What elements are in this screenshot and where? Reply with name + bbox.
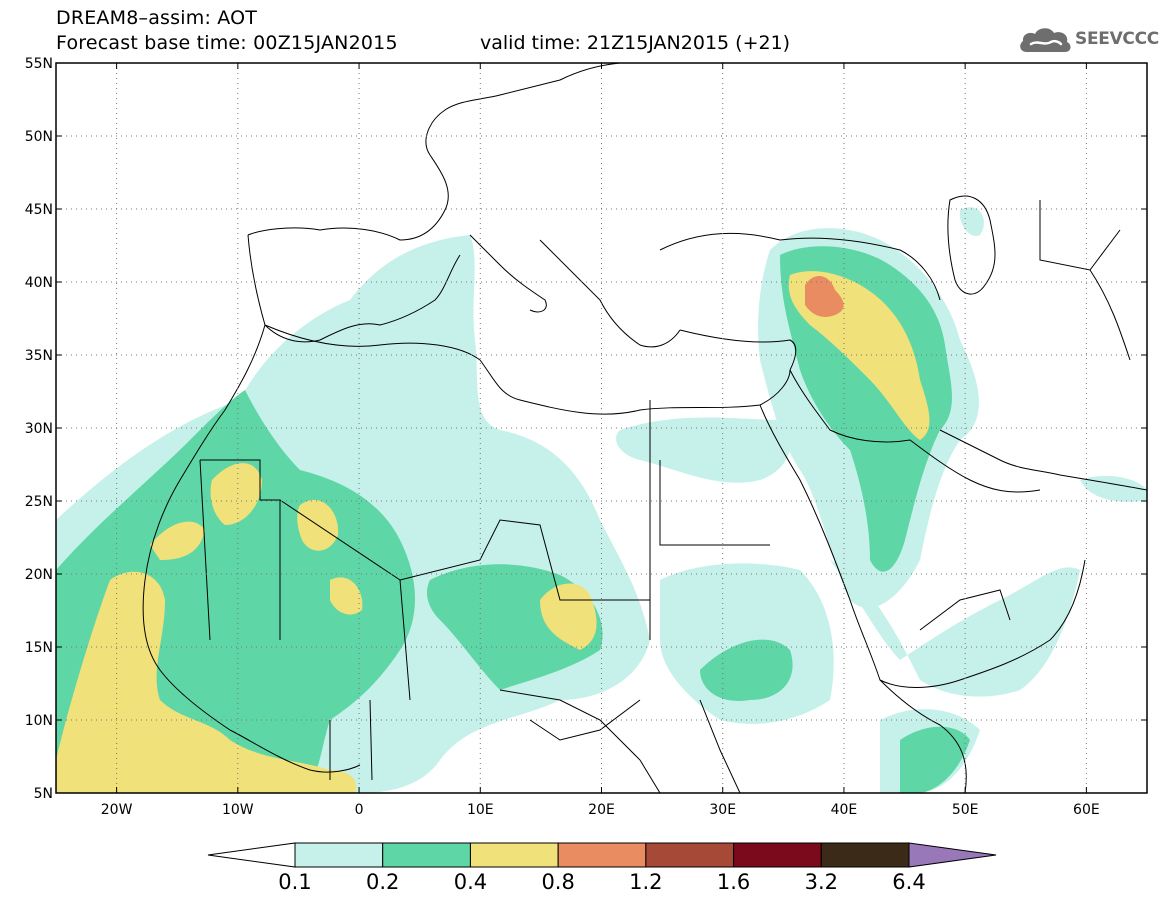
lat-tick-label: 30N: [25, 421, 53, 437]
seevccc-logo: SEEVCCC: [1017, 24, 1159, 58]
colorbar: [207, 842, 997, 868]
cloud-icon: [1020, 28, 1071, 52]
forecast-base-time: Forecast base time: 00Z15JAN2015: [56, 32, 398, 54]
lat-tick-label: 5N: [34, 786, 53, 802]
lat-tick-label: 25N: [25, 494, 53, 510]
colorbar-swatch: [557, 842, 647, 868]
lat-tick-label: 50N: [25, 129, 53, 145]
lon-tick-label: 10W: [222, 802, 254, 818]
lat-axis: 55N 50N 45N 40N 35N 30N 25N 20N 15N 10N 5N: [25, 56, 1147, 802]
lat-tick-label: 55N: [25, 56, 53, 72]
colorbar-threshold-label: 1.2: [629, 870, 663, 894]
colorbar-threshold-label: 0.4: [453, 870, 488, 894]
colorbar-swatch: [469, 842, 559, 868]
colorbar-swatch: [820, 842, 910, 868]
colorbar-threshold-label: 0.1: [278, 870, 312, 894]
lon-tick-label: 30E: [709, 802, 736, 818]
lat-tick-label: 15N: [25, 640, 53, 656]
lon-tick-label: 0: [355, 802, 364, 818]
map-title: DREAM8–assim: AOT: [56, 7, 258, 29]
colorbar-swatch: [382, 842, 471, 868]
colorbar-threshold-label: 3.2: [804, 870, 838, 894]
graticule: [56, 63, 1147, 793]
colorbar-swatch: [645, 842, 735, 868]
lon-tick-label: 40E: [831, 802, 858, 818]
lon-tick-label: 50E: [952, 802, 979, 818]
coastlines: [142, 63, 1147, 793]
colorbar-swatch: [294, 842, 384, 868]
lat-tick-label: 10N: [25, 713, 53, 729]
lat-tick-label: 20N: [25, 567, 53, 583]
lon-tick-label: 60E: [1073, 802, 1100, 818]
colorbar-threshold-label: 0.8: [541, 870, 575, 894]
colorbar-low-arrow: [207, 842, 296, 868]
valid-time: valid time: 21Z15JAN2015 (+21): [480, 32, 791, 54]
colorbar-threshold-label: 1.6: [716, 870, 751, 894]
lat-tick-label: 45N: [25, 202, 53, 218]
lat-tick-label: 40N: [25, 275, 53, 291]
lon-axis: 20W 10W 0 10E 20E 30E 40E 50E 60E: [101, 63, 1100, 818]
colorbar-threshold-label: 6.4: [892, 870, 926, 894]
aot-contour-fields: [56, 207, 1147, 793]
lat-tick-label: 35N: [25, 348, 53, 364]
colorbar-threshold-label: 0.2: [366, 870, 400, 894]
colorbar-swatch: [733, 842, 822, 868]
colorbar-high-arrow: [908, 842, 997, 868]
lon-tick-label: 10E: [467, 802, 494, 818]
lon-tick-label: 20E: [588, 802, 615, 818]
logo-text: SEEVCCC: [1075, 29, 1159, 49]
lon-tick-label: 20W: [101, 802, 133, 818]
